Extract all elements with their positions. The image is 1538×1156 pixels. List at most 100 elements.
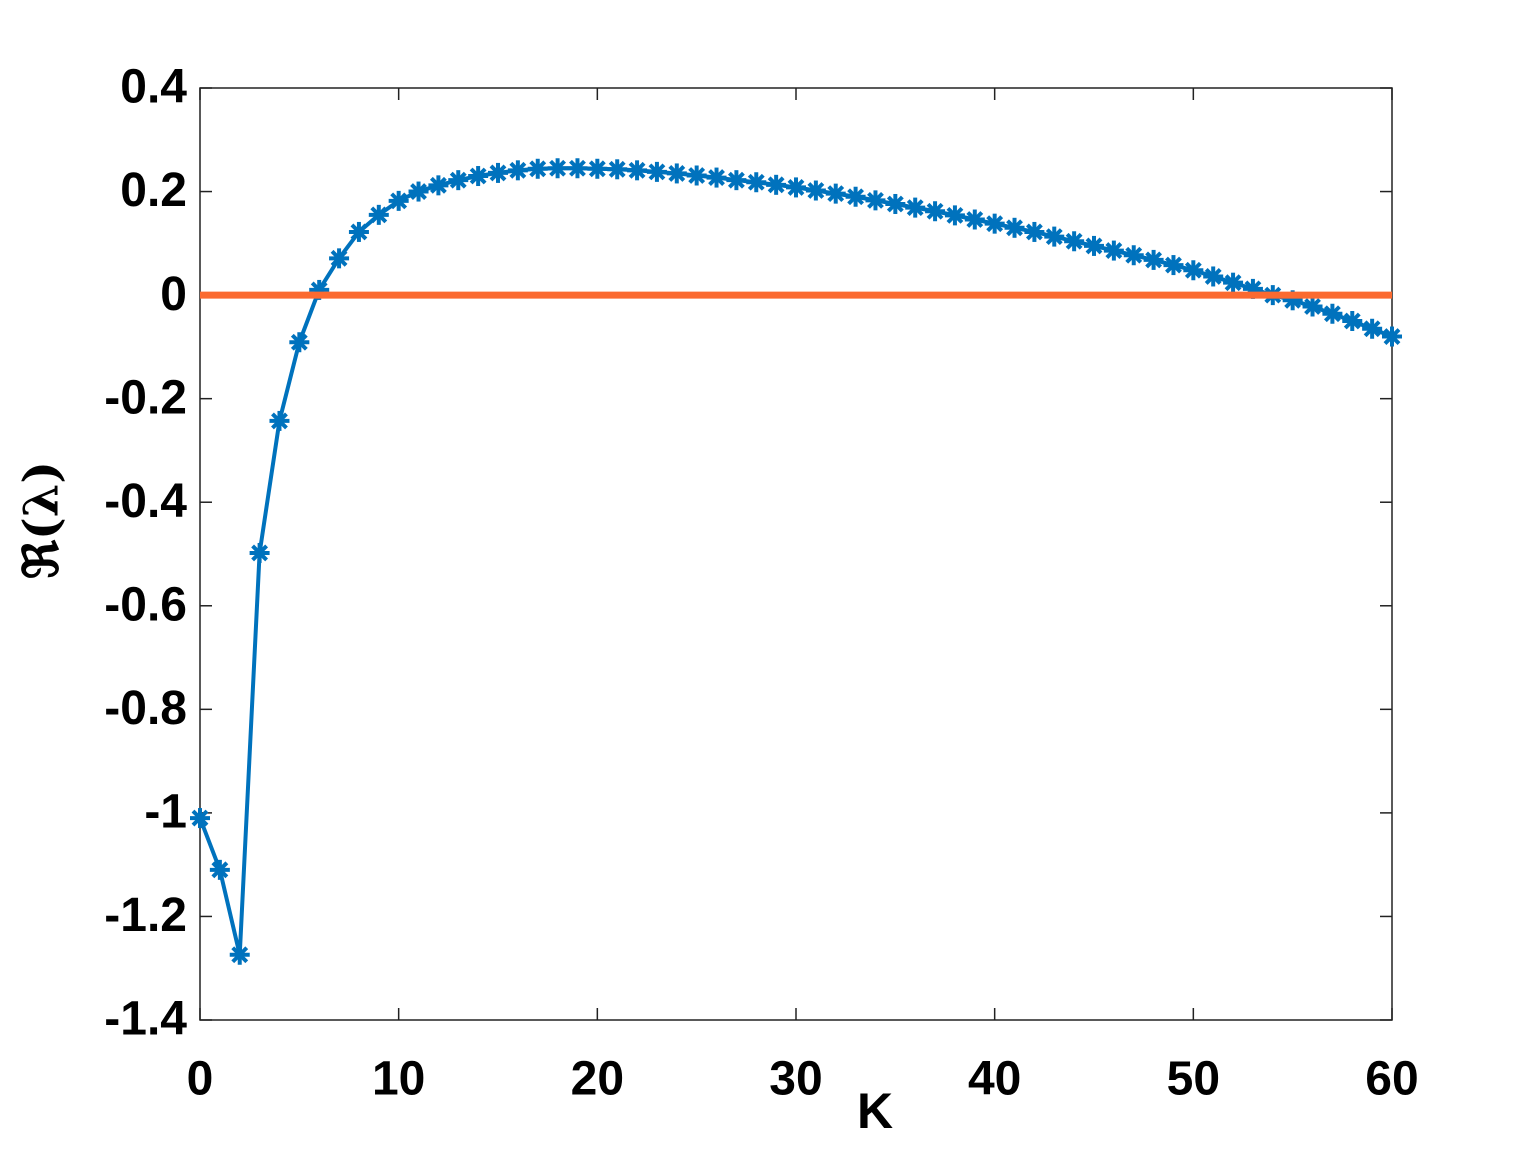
- marker: [329, 248, 350, 269]
- x-tick-label: 20: [571, 1053, 624, 1106]
- marker: [1382, 326, 1402, 347]
- marker: [488, 162, 508, 183]
- marker: [1004, 217, 1025, 238]
- marker: [1084, 235, 1104, 256]
- x-axis-label: K: [857, 1083, 893, 1139]
- marker-stroke: [668, 165, 686, 182]
- x-tick-label: 60: [1365, 1053, 1418, 1106]
- marker-stroke: [1224, 274, 1242, 292]
- y-tick-label: 0.2: [120, 164, 187, 217]
- marker-stroke: [1045, 228, 1063, 246]
- marker-stroke: [1065, 232, 1083, 250]
- marker: [269, 410, 290, 431]
- marker-stroke: [847, 188, 865, 206]
- marker-stroke: [1343, 312, 1361, 330]
- marker-stroke: [290, 333, 308, 351]
- marker-stroke: [1323, 305, 1341, 323]
- marker-stroke: [1006, 219, 1023, 237]
- marker-stroke: [410, 183, 427, 200]
- marker: [865, 190, 886, 211]
- marker: [825, 183, 846, 204]
- marker-stroke: [1204, 268, 1222, 285]
- marker: [1044, 226, 1065, 247]
- marker-stroke: [827, 185, 845, 203]
- marker: [1024, 221, 1045, 242]
- marker-stroke: [986, 215, 1004, 233]
- marker: [468, 166, 489, 187]
- marker: [348, 221, 369, 242]
- marker-stroke: [390, 192, 408, 210]
- marker: [706, 167, 727, 188]
- marker-stroke: [509, 161, 527, 179]
- marker-stroke: [1184, 261, 1202, 279]
- x-tick-label: 40: [968, 1053, 1021, 1106]
- x-tick-label: 50: [1167, 1053, 1220, 1106]
- marker-stroke: [628, 161, 646, 179]
- marker: [666, 163, 687, 184]
- marker-stroke: [1125, 246, 1143, 264]
- marker-stroke: [1363, 320, 1381, 338]
- marker-stroke: [926, 202, 944, 220]
- y-tick-label: -0.2: [104, 371, 187, 424]
- marker: [1064, 231, 1085, 252]
- marker: [448, 170, 469, 191]
- marker: [1342, 311, 1363, 331]
- marker: [1322, 303, 1343, 324]
- marker: [746, 172, 767, 193]
- y-tick-label: -1.2: [104, 889, 187, 942]
- marker: [527, 158, 548, 179]
- marker-stroke: [549, 159, 567, 177]
- marker: [1362, 318, 1383, 339]
- marker-stroke: [251, 544, 269, 562]
- marker: [1123, 245, 1144, 266]
- marker: [627, 160, 648, 181]
- marker: [766, 174, 787, 195]
- marker-stroke: [747, 173, 765, 191]
- y-axis-label: ℜ(λ): [14, 461, 70, 579]
- marker-stroke: [787, 178, 805, 196]
- marker-stroke: [1025, 223, 1043, 241]
- marker-stroke: [1165, 256, 1182, 274]
- marker-stroke: [688, 167, 706, 184]
- marker: [944, 205, 965, 226]
- marker-stroke: [1145, 251, 1163, 269]
- marker-stroke: [469, 167, 487, 185]
- marker-stroke: [648, 163, 666, 181]
- marker: [925, 201, 946, 222]
- marker: [1302, 296, 1323, 317]
- marker: [388, 190, 409, 211]
- marker-stroke: [211, 861, 229, 879]
- marker-stroke: [1105, 242, 1123, 259]
- marker-stroke: [588, 160, 606, 178]
- marker: [1163, 255, 1184, 276]
- y-tick-label: -0.6: [104, 578, 187, 631]
- y-tick-label: 0.4: [120, 61, 187, 114]
- marker-stroke: [807, 182, 825, 199]
- marker: [587, 158, 608, 179]
- x-tick-label: 30: [769, 1053, 822, 1106]
- marker-stroke: [489, 164, 507, 182]
- y-tick-label: -0.4: [104, 475, 187, 528]
- marker: [646, 161, 667, 182]
- marker: [726, 170, 747, 191]
- x-tick-label: 0: [187, 1053, 214, 1106]
- marker-stroke: [867, 191, 884, 209]
- marker: [686, 165, 707, 186]
- marker: [805, 180, 826, 201]
- marker-stroke: [966, 211, 984, 228]
- marker: [289, 332, 310, 353]
- marker: [1143, 249, 1164, 270]
- marker: [845, 186, 866, 207]
- marker: [1203, 266, 1224, 287]
- marker: [984, 213, 1005, 234]
- marker-stroke: [529, 160, 547, 178]
- y-tick-label: -0.8: [104, 682, 187, 735]
- marker-stroke: [1304, 298, 1321, 315]
- marker-stroke: [727, 171, 745, 189]
- marker-stroke: [330, 249, 348, 267]
- marker-stroke: [708, 169, 725, 186]
- marker: [964, 209, 985, 230]
- marker-stroke: [886, 195, 904, 213]
- marker-stroke: [608, 160, 626, 178]
